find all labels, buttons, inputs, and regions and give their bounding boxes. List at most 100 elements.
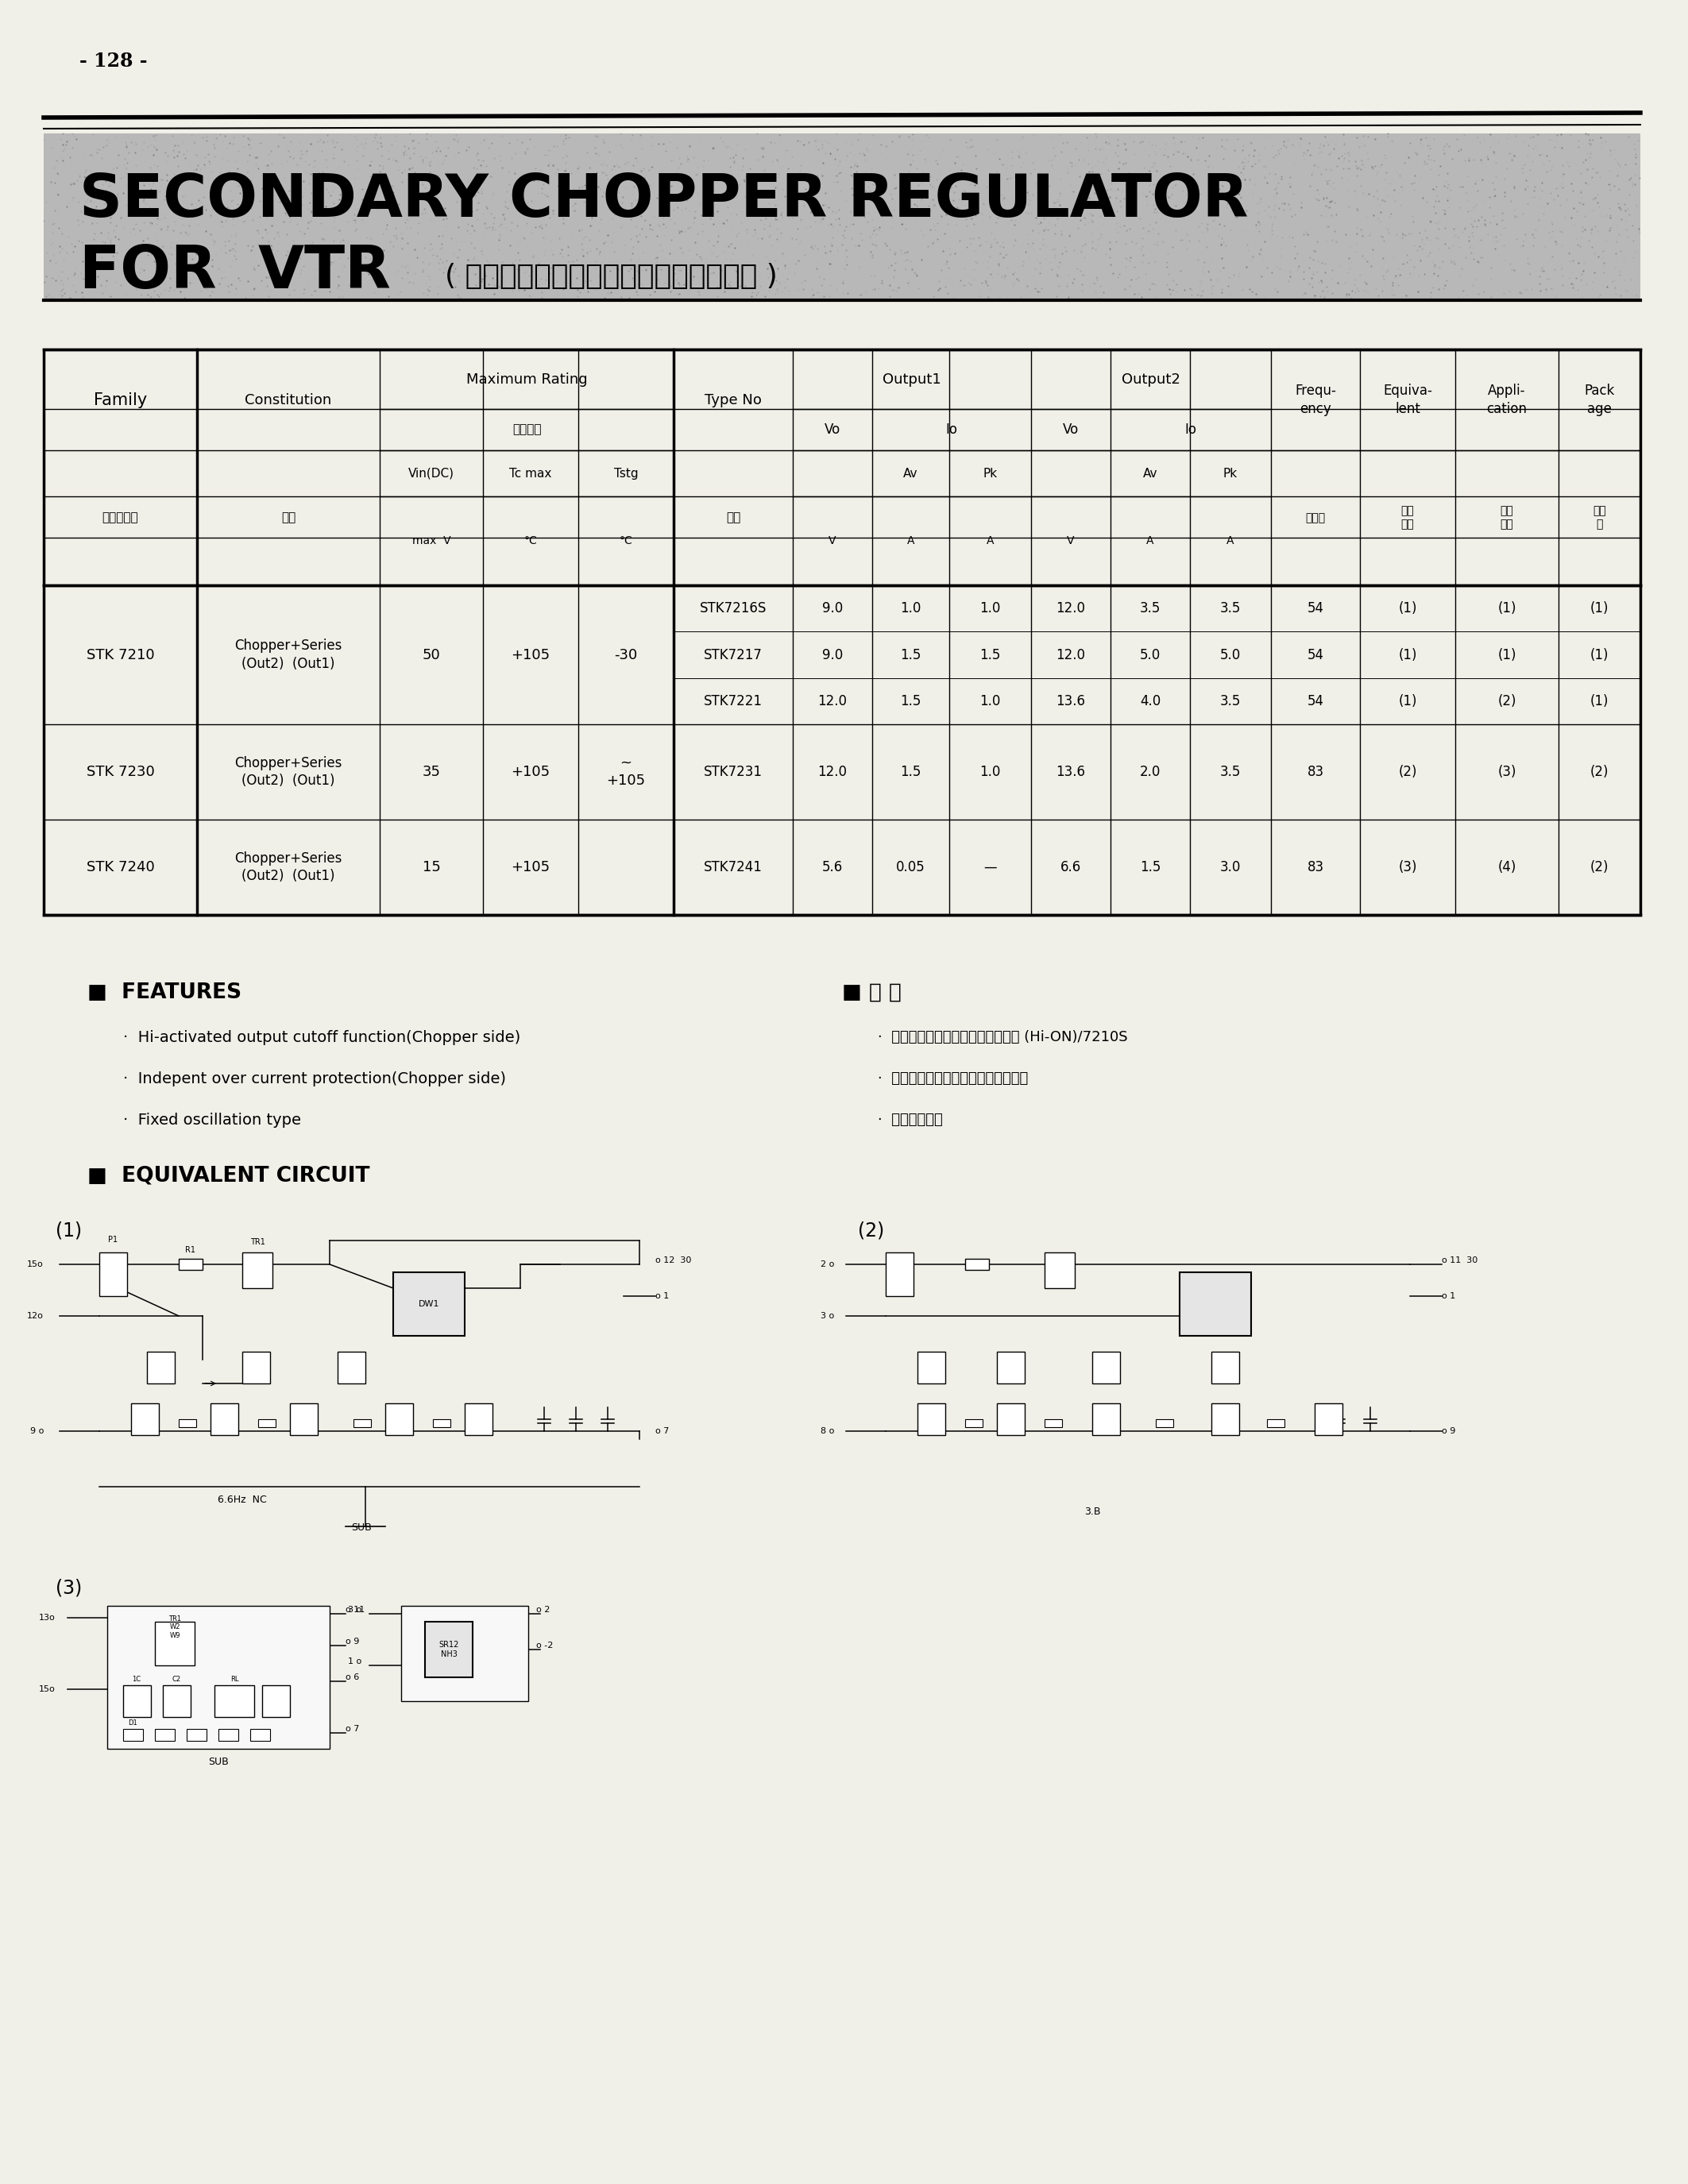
Text: (2): (2) — [1590, 764, 1609, 780]
Bar — [998, 1404, 1025, 1435]
Bar — [187, 1730, 206, 1741]
Text: Vo: Vo — [1063, 422, 1079, 437]
Bar — [432, 1420, 451, 1426]
Text: 12.0: 12.0 — [817, 695, 847, 708]
Text: (3): (3) — [1398, 860, 1416, 874]
Text: 3.5: 3.5 — [1139, 601, 1161, 616]
Text: SUB: SUB — [208, 1756, 228, 1767]
Text: D1: D1 — [128, 1719, 137, 1728]
Text: +105: +105 — [511, 860, 550, 874]
Bar — [243, 1251, 272, 1289]
Text: Constitution: Constitution — [245, 393, 333, 406]
Text: (2): (2) — [1590, 860, 1609, 874]
Text: (3): (3) — [56, 1579, 83, 1597]
Text: 54: 54 — [1307, 695, 1323, 708]
Bar — [162, 1686, 191, 1717]
Text: 5.6: 5.6 — [822, 860, 842, 874]
Text: 1.5: 1.5 — [900, 764, 922, 780]
Bar — [1268, 1420, 1285, 1426]
Text: Output2: Output2 — [1121, 371, 1180, 387]
Text: ·  チョッパー側はカットオフ機能付 (Hi-ON)/7210S: · チョッパー側はカットオフ機能付 (Hi-ON)/7210S — [878, 1031, 1128, 1044]
Bar — [1212, 1404, 1239, 1435]
Text: 2 o: 2 o — [820, 1260, 834, 1269]
Text: Chopper+Series
(Out2)  (Out1): Chopper+Series (Out2) (Out1) — [235, 852, 343, 882]
Bar — [243, 1352, 270, 1382]
Text: ·  チョッパー側は過電流保護機能内蔵: · チョッパー側は過電流保護機能内蔵 — [878, 1072, 1028, 1085]
Text: °C: °C — [523, 535, 537, 546]
Text: Family: Family — [93, 391, 147, 408]
Text: 型種: 型種 — [726, 511, 741, 524]
Bar — [918, 1404, 945, 1435]
Bar — [290, 1404, 317, 1435]
Text: Av: Av — [1143, 467, 1158, 478]
Text: A: A — [1146, 535, 1155, 546]
Text: ·  他助発振方式: · 他助発振方式 — [878, 1112, 942, 1127]
Text: 6.6Hz  NC: 6.6Hz NC — [218, 1494, 267, 1505]
Text: o 9: o 9 — [1442, 1426, 1455, 1435]
Bar — [218, 1730, 238, 1741]
Text: 35: 35 — [422, 764, 441, 780]
Bar — [179, 1258, 203, 1269]
Text: 15o: 15o — [39, 1686, 56, 1693]
Text: A: A — [986, 535, 994, 546]
Text: o 1: o 1 — [1442, 1293, 1455, 1299]
Text: —: — — [984, 860, 996, 874]
Bar — [1156, 1420, 1173, 1426]
Bar — [44, 133, 1641, 299]
Bar — [100, 1251, 127, 1295]
Text: ■  EQUIVALENT CIRCUIT: ■ EQUIVALENT CIRCUIT — [88, 1164, 370, 1186]
Text: Frequ-
ency: Frequ- ency — [1295, 384, 1337, 415]
Bar — [425, 1623, 473, 1677]
Text: SR12
NH3: SR12 NH3 — [439, 1640, 459, 1658]
Text: max  V: max V — [412, 535, 451, 546]
Text: (2): (2) — [858, 1221, 885, 1241]
Text: Vin(DC): Vin(DC) — [408, 467, 454, 478]
Text: (2): (2) — [1497, 695, 1516, 708]
Text: +105: +105 — [511, 764, 550, 780]
Text: 外形
図: 外形 図 — [1593, 505, 1605, 531]
Text: 9.0: 9.0 — [822, 649, 842, 662]
Text: o 9: o 9 — [346, 1638, 360, 1645]
Bar — [179, 1420, 196, 1426]
Text: TR1
W2
W9: TR1 W2 W9 — [169, 1616, 181, 1638]
Text: A: A — [906, 535, 915, 546]
Text: C2: C2 — [172, 1675, 181, 1684]
Text: DW1: DW1 — [419, 1299, 439, 1308]
Text: 1C: 1C — [132, 1675, 142, 1684]
Text: 1.0: 1.0 — [900, 601, 922, 616]
Text: V: V — [1067, 535, 1075, 546]
Text: 54: 54 — [1307, 601, 1323, 616]
Text: 12.0: 12.0 — [1057, 649, 1085, 662]
Text: 50: 50 — [422, 649, 441, 662]
Text: o 7: o 7 — [655, 1426, 668, 1435]
Bar — [966, 1258, 989, 1269]
Text: Io: Io — [1185, 422, 1197, 437]
Text: Output1: Output1 — [883, 371, 942, 387]
Text: (1): (1) — [1497, 601, 1516, 616]
Bar — [132, 1404, 159, 1435]
Text: 1.5: 1.5 — [979, 649, 1001, 662]
Text: STK 7230: STK 7230 — [86, 764, 154, 780]
Text: o 1: o 1 — [655, 1293, 668, 1299]
Text: SECONDARY CHOPPER REGULATOR: SECONDARY CHOPPER REGULATOR — [79, 170, 1249, 229]
Text: (1): (1) — [1398, 601, 1416, 616]
Bar — [262, 1686, 290, 1717]
Text: o 11: o 11 — [346, 1605, 365, 1614]
Text: 4.0: 4.0 — [1139, 695, 1161, 708]
Text: STK7217: STK7217 — [704, 649, 763, 662]
Text: - 128 -: - 128 - — [79, 52, 147, 70]
Text: o 2: o 2 — [537, 1605, 550, 1614]
Text: ·  Fixed oscillation type: · Fixed oscillation type — [123, 1112, 300, 1127]
Text: STK7231: STK7231 — [704, 764, 763, 780]
Text: 13.6: 13.6 — [1057, 764, 1085, 780]
Bar — [353, 1420, 371, 1426]
Text: 15: 15 — [422, 860, 441, 874]
Bar — [998, 1352, 1025, 1382]
Text: °C: °C — [619, 535, 633, 546]
Text: FOR  VTR: FOR VTR — [79, 242, 390, 301]
Text: P1: P1 — [108, 1236, 118, 1243]
Text: Io: Io — [945, 422, 957, 437]
Text: ·  Indepent over current protection(Chopper side): · Indepent over current protection(Chopp… — [123, 1072, 506, 1085]
Text: 3.B: 3.B — [1084, 1507, 1101, 1518]
Text: (1): (1) — [1590, 601, 1609, 616]
